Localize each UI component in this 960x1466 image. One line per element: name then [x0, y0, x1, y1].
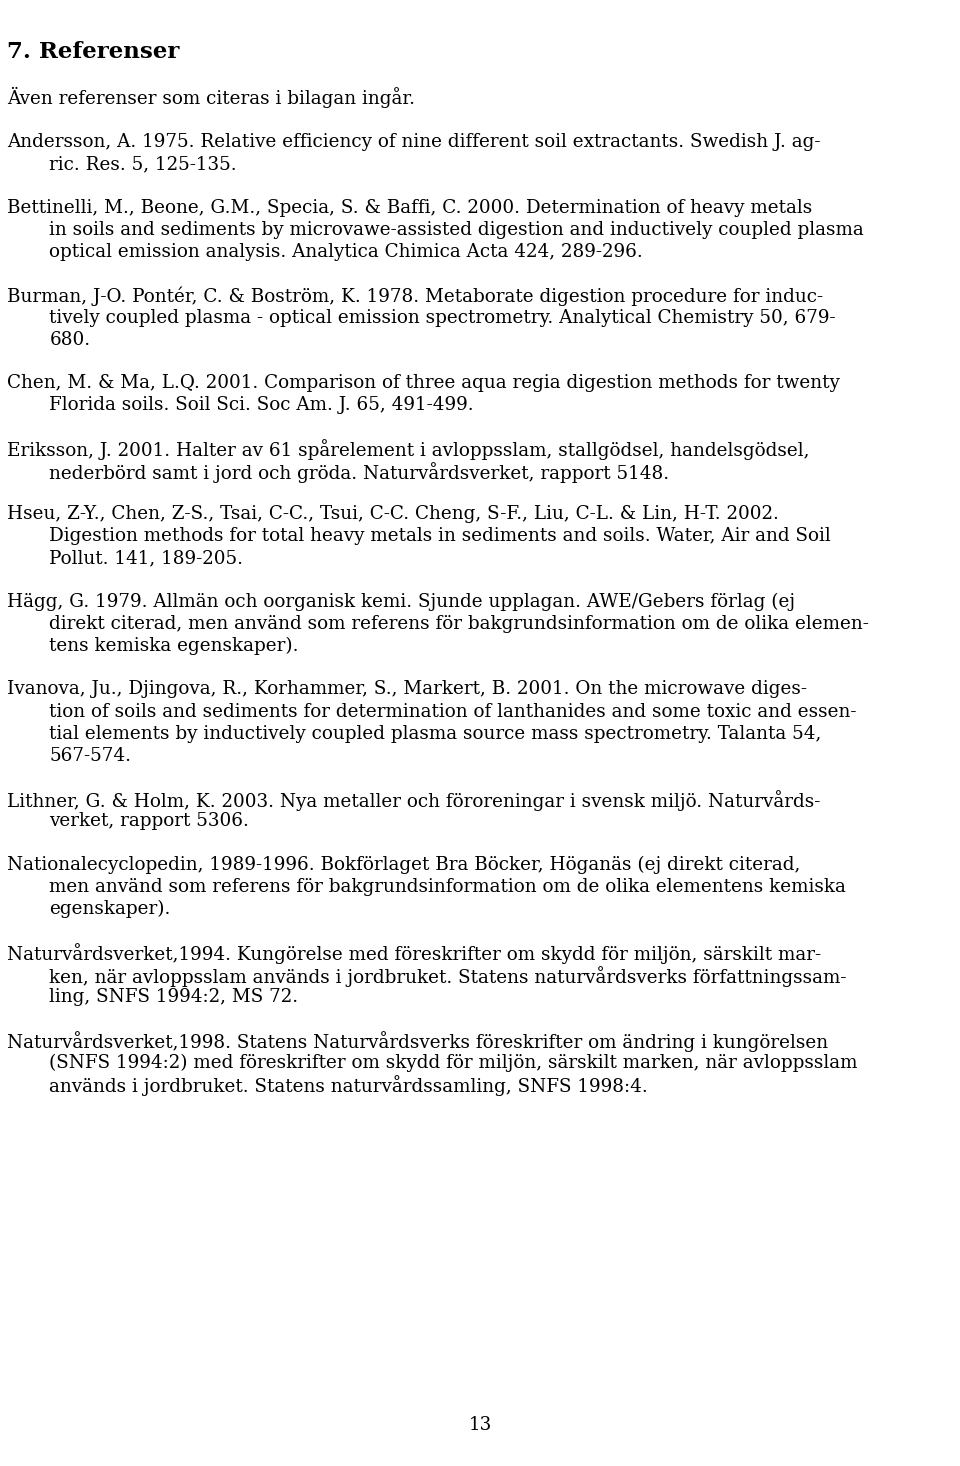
Text: Digestion methods for total heavy metals in sediments and soils. Water, Air and : Digestion methods for total heavy metals… [49, 528, 831, 545]
Text: Andersson, A. 1975. Relative efficiency of nine different soil extractants. Swed: Andersson, A. 1975. Relative efficiency … [8, 133, 821, 151]
Text: verket, rapport 5306.: verket, rapport 5306. [49, 812, 250, 830]
Text: in soils and sediments by microvawe-assisted digestion and inductively coupled p: in soils and sediments by microvawe-assi… [49, 221, 864, 239]
Text: 13: 13 [468, 1416, 492, 1434]
Text: Hägg, G. 1979. Allmän och oorganisk kemi. Sjunde upplagan. AWE/Gebers förlag (ej: Hägg, G. 1979. Allmän och oorganisk kemi… [8, 592, 796, 611]
Text: används i jordbruket. Statens naturvårdssamling, SNFS 1998:4.: används i jordbruket. Statens naturvårds… [49, 1076, 648, 1097]
Text: Ivanova, Ju., Djingova, R., Korhammer, S., Markert, B. 2001. On the microwave di: Ivanova, Ju., Djingova, R., Korhammer, S… [8, 680, 807, 698]
Text: Burman, J-O. Pontér, C. & Boström, K. 1978. Metaborate digestion procedure for i: Burman, J-O. Pontér, C. & Boström, K. 19… [8, 286, 824, 306]
Text: tens kemiska egenskaper).: tens kemiska egenskaper). [49, 638, 299, 655]
Text: egenskaper).: egenskaper). [49, 900, 171, 918]
Text: Eriksson, J. 2001. Halter av 61 spårelement i avloppsslam, stallgödsel, handelsg: Eriksson, J. 2001. Halter av 61 spårelem… [8, 440, 810, 460]
Text: Även referenser som citeras i bilagan ingår.: Även referenser som citeras i bilagan in… [8, 86, 416, 107]
Text: 567-574.: 567-574. [49, 748, 132, 765]
Text: men använd som referens för bakgrundsinformation om de olika elementens kemiska: men använd som referens för bakgrundsinf… [49, 878, 846, 896]
Text: Chen, M. & Ma, L.Q. 2001. Comparison of three aqua regia digestion methods for t: Chen, M. & Ma, L.Q. 2001. Comparison of … [8, 374, 840, 391]
Text: nederbörd samt i jord och gröda. Naturvårdsverket, rapport 5148.: nederbörd samt i jord och gröda. Naturvå… [49, 462, 669, 482]
Text: tial elements by inductively coupled plasma source mass spectrometry. Talanta 54: tial elements by inductively coupled pla… [49, 724, 822, 743]
Text: ric. Res. 5, 125-135.: ric. Res. 5, 125-135. [49, 155, 237, 173]
Text: 680.: 680. [49, 331, 90, 349]
Text: 7. Referenser: 7. Referenser [8, 41, 180, 63]
Text: Florida soils. Soil Sci. Soc Am. J. 65, 491-499.: Florida soils. Soil Sci. Soc Am. J. 65, … [49, 396, 474, 415]
Text: Nationalecyclopedin, 1989-1996. Bokförlaget Bra Böcker, Höganäs (ej direkt citer: Nationalecyclopedin, 1989-1996. Bokförla… [8, 856, 801, 874]
Text: ken, när avloppsslam används i jordbruket. Statens naturvårdsverks författningss: ken, när avloppsslam används i jordbruke… [49, 966, 847, 987]
Text: (SNFS 1994:2) med föreskrifter om skydd för miljön, särskilt marken, när avlopps: (SNFS 1994:2) med föreskrifter om skydd … [49, 1053, 858, 1072]
Text: Naturvårdsverket,1994. Kungörelse med föreskrifter om skydd för miljön, särskilt: Naturvårdsverket,1994. Kungörelse med fö… [8, 944, 822, 965]
Text: Lithner, G. & Holm, K. 2003. Nya metaller och föroreningar i svensk miljö. Natur: Lithner, G. & Holm, K. 2003. Nya metalle… [8, 790, 821, 811]
Text: Pollut. 141, 189-205.: Pollut. 141, 189-205. [49, 550, 243, 567]
Text: Hseu, Z-Y., Chen, Z-S., Tsai, C-C., Tsui, C-C. Cheng, S-F., Liu, C-L. & Lin, H-T: Hseu, Z-Y., Chen, Z-S., Tsai, C-C., Tsui… [8, 504, 780, 523]
Text: Naturvårdsverket,1998. Statens Naturvårdsverks föreskrifter om ändring i kungöre: Naturvårdsverket,1998. Statens Naturvård… [8, 1031, 828, 1053]
Text: direkt citerad, men använd som referens för bakgrundsinformation om de olika ele: direkt citerad, men använd som referens … [49, 614, 869, 633]
Text: optical emission analysis. Analytica Chimica Acta 424, 289-296.: optical emission analysis. Analytica Chi… [49, 243, 643, 261]
Text: Bettinelli, M., Beone, G.M., Specia, S. & Baffi, C. 2000. Determination of heavy: Bettinelli, M., Beone, G.M., Specia, S. … [8, 198, 812, 217]
Text: tion of soils and sediments for determination of lanthanides and some toxic and : tion of soils and sediments for determin… [49, 702, 856, 721]
Text: tively coupled plasma - optical emission spectrometry. Analytical Chemistry 50, : tively coupled plasma - optical emission… [49, 308, 836, 327]
Text: ling, SNFS 1994:2, MS 72.: ling, SNFS 1994:2, MS 72. [49, 988, 299, 1006]
